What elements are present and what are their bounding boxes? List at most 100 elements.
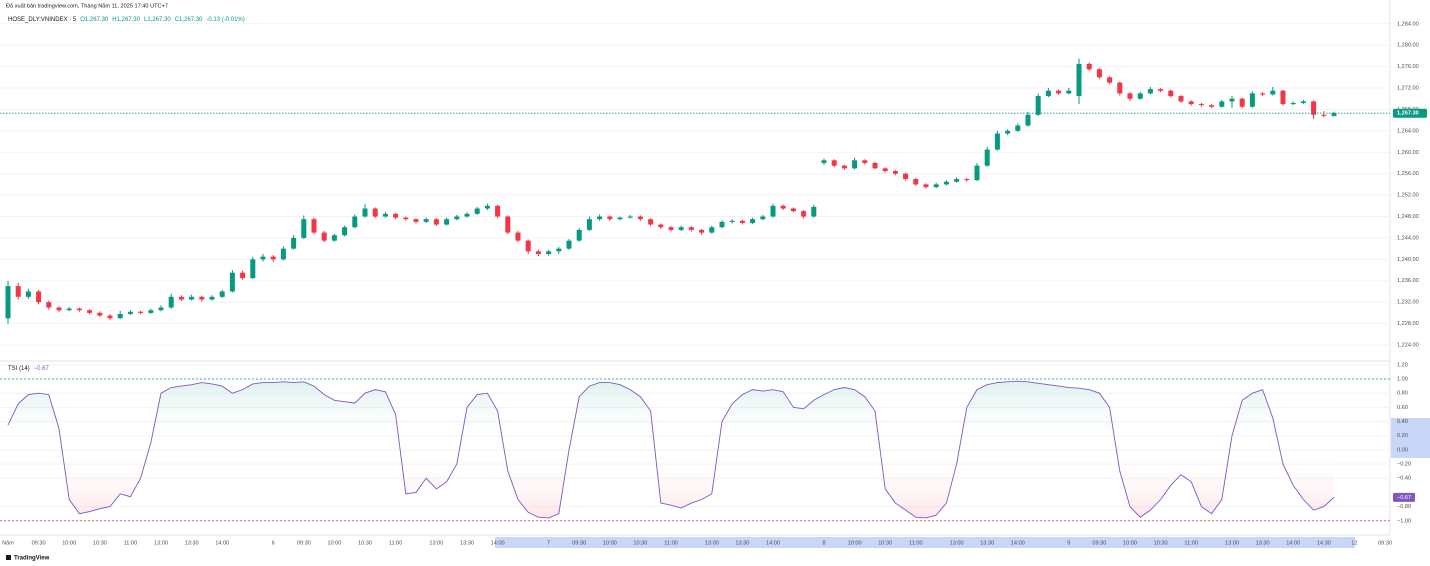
- y-tick-label: 1,252.00: [1397, 193, 1419, 199]
- candle-body: [1178, 96, 1184, 102]
- candle-body: [1035, 96, 1041, 115]
- x-tick-label: 13:00: [429, 540, 443, 546]
- x-tick-label: 14:00: [215, 540, 229, 546]
- logo-mark: [6, 555, 11, 560]
- candle-body: [627, 216, 633, 218]
- candle-body: [342, 227, 348, 236]
- indicator-line: [7, 380, 1335, 519]
- candle-body: [678, 227, 684, 230]
- candle-body: [1158, 89, 1164, 91]
- x-tick-label: 14:00: [766, 540, 780, 546]
- candle-body: [515, 232, 521, 241]
- candle-body: [403, 217, 409, 220]
- candle-body: [852, 160, 858, 169]
- candle-body: [719, 221, 725, 228]
- y-tick-label: 1,236.00: [1397, 278, 1419, 284]
- candle-body: [943, 181, 949, 185]
- candle-body: [1300, 101, 1306, 104]
- y-tick-label: 1,264.00: [1397, 128, 1419, 134]
- candle-body: [1311, 101, 1317, 115]
- candle-body: [107, 315, 113, 319]
- candle-body: [1331, 113, 1337, 116]
- candle-body: [1076, 63, 1082, 97]
- y-tick-label: 1,224.00: [1397, 342, 1419, 348]
- last-price-box: [1393, 108, 1427, 118]
- candle-body: [1168, 90, 1174, 97]
- legend-value: L1,267.30: [144, 17, 171, 23]
- candle-body: [250, 259, 256, 279]
- x-tick-label: 13:00: [705, 540, 719, 546]
- candle-body: [637, 216, 643, 220]
- candle-body: [15, 286, 21, 297]
- y-tick-label: 1,284.00: [1397, 21, 1419, 27]
- candle-body: [862, 160, 868, 163]
- candle-body: [382, 213, 388, 217]
- candle-body: [495, 205, 501, 217]
- candle-body: [260, 256, 266, 260]
- x-tick-label: 14:00: [1286, 540, 1300, 546]
- x-tick-label: 11:00: [664, 540, 678, 546]
- indicator-legend: TSI (14) −0.67: [8, 366, 50, 372]
- indicator-value: −0.67: [34, 366, 50, 372]
- y-tick-label: 0.80: [1397, 391, 1408, 397]
- candle-body: [576, 229, 582, 241]
- candle-body: [291, 237, 297, 249]
- legend-value: O1,267.30: [80, 17, 109, 23]
- candle-body: [1229, 98, 1235, 102]
- candle-body: [1270, 90, 1276, 95]
- watermark: TradingView: [14, 556, 50, 562]
- x-tick-label: 10:30: [358, 540, 372, 546]
- x-tick-label: 12: [1351, 540, 1357, 546]
- x-tick-label: 11:00: [1184, 540, 1198, 546]
- candle-body: [933, 184, 939, 188]
- logo: TradingView: [6, 555, 50, 562]
- candle-body: [1066, 90, 1072, 94]
- indicator-area: [8, 381, 1334, 518]
- x-tick-label: 10:30: [633, 540, 647, 546]
- x-tick-label: 14:00: [491, 540, 505, 546]
- last-price-label: 1,267.30: [1397, 111, 1419, 117]
- x-tick-label: Năm: [2, 540, 14, 546]
- y-tick-label: 1,260.00: [1397, 150, 1419, 156]
- legend-value: -0.13 (-0.01%): [206, 17, 244, 23]
- x-tick-label: 13:00: [950, 540, 964, 546]
- x-tick-label: 9: [1067, 540, 1070, 546]
- candle-body: [1005, 130, 1011, 134]
- candle-body: [1045, 90, 1051, 97]
- x-tick-label: 09:30: [297, 540, 311, 546]
- axis-selection: [495, 537, 1355, 548]
- candle-body: [688, 227, 694, 230]
- candle-body: [1147, 89, 1153, 94]
- x-tick-label: 10:00: [62, 540, 76, 546]
- y-tick-label: −0.20: [1397, 462, 1411, 468]
- x-tick-label: 10:30: [878, 540, 892, 546]
- x-tick-label: 10:00: [1123, 540, 1137, 546]
- x-tick-label: 13:30: [980, 540, 994, 546]
- candle-body: [76, 308, 82, 311]
- candle-body: [209, 296, 215, 300]
- candle-body: [127, 311, 133, 314]
- candle-body: [464, 213, 470, 217]
- candle-body: [1137, 93, 1143, 99]
- candle-body: [964, 179, 970, 181]
- candle-body: [1198, 104, 1204, 106]
- axis-selection: [1391, 418, 1430, 458]
- candle-body: [770, 205, 776, 217]
- candle-body: [117, 313, 123, 319]
- candle-body: [1209, 105, 1215, 107]
- candle-body: [821, 160, 827, 163]
- candle-body: [1239, 98, 1245, 107]
- candle-body: [178, 296, 184, 300]
- candle-body: [668, 227, 674, 230]
- candle-body: [433, 219, 439, 225]
- candle-body: [709, 227, 715, 233]
- x-tick-label: 10:30: [93, 540, 107, 546]
- candle-body: [903, 173, 909, 180]
- candle-body: [841, 165, 847, 169]
- candle-body: [66, 308, 72, 311]
- candle-body: [1096, 69, 1102, 78]
- labels: Năm 09:30 10:00 10:30 11:00 13:00 13:30 14:00 6 0…: [2, 21, 1427, 546]
- candle-body: [484, 205, 490, 209]
- candle-body: [1188, 101, 1194, 105]
